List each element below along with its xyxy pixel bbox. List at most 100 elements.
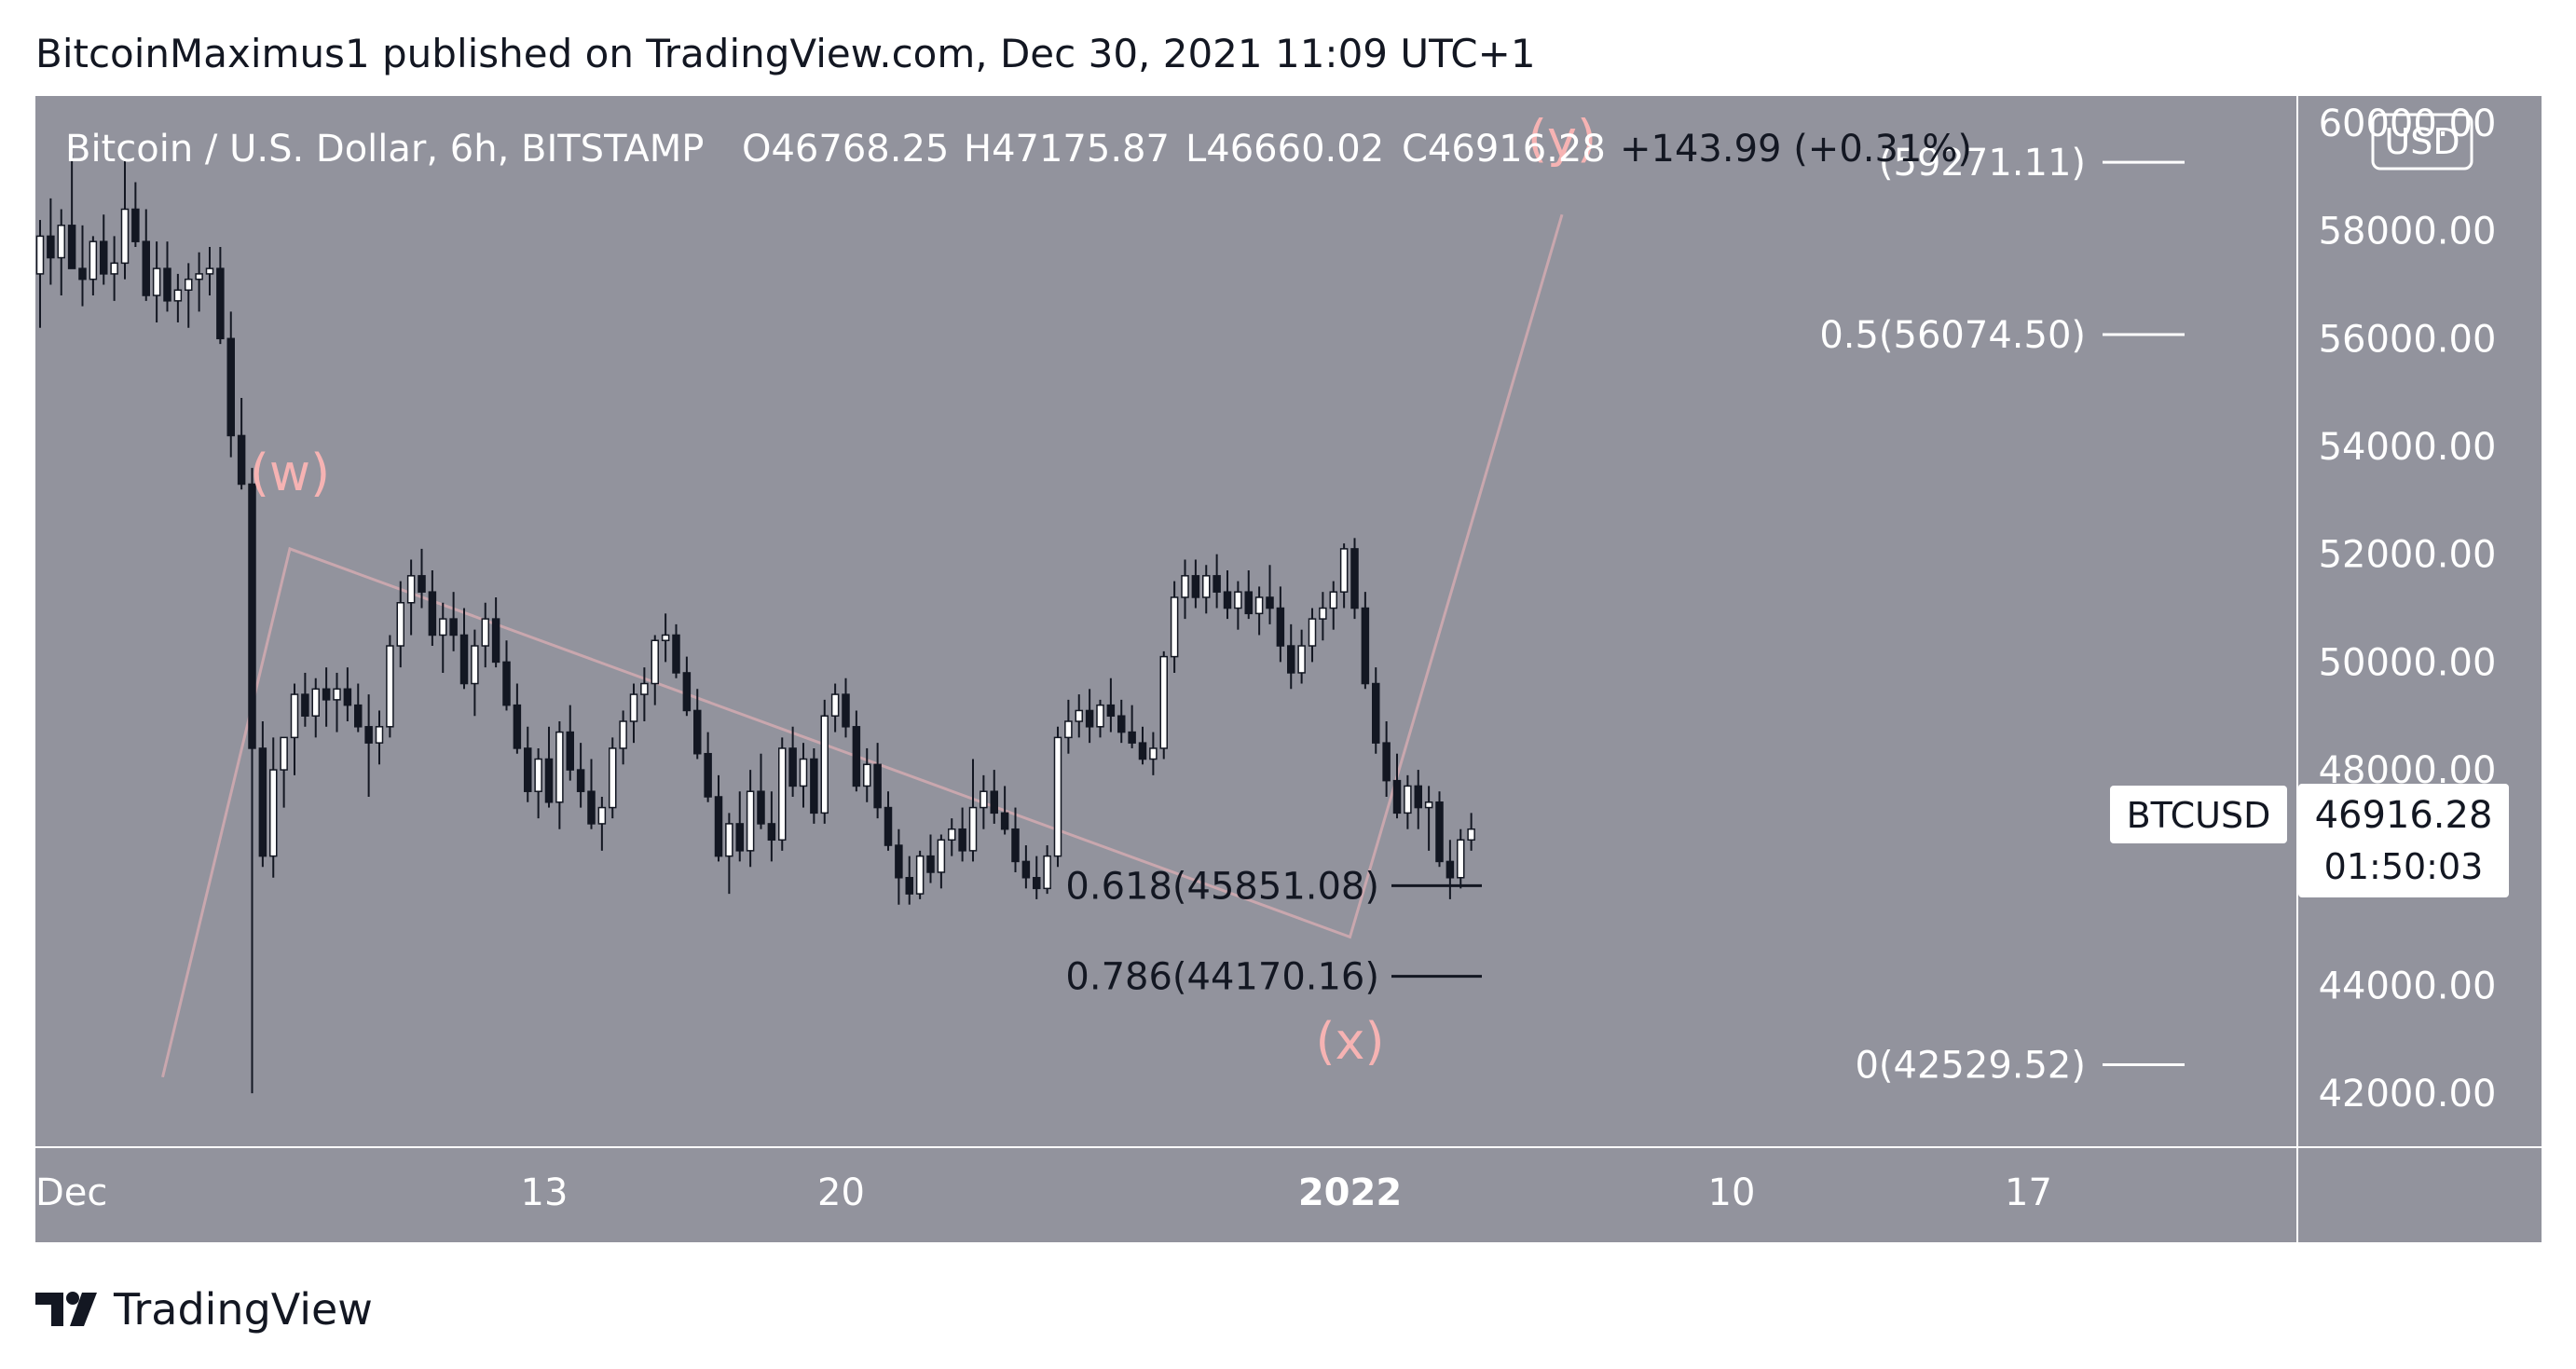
candle-body: [471, 645, 479, 685]
candle-up: [1075, 694, 1083, 738]
candle-up: [195, 252, 203, 312]
candle-body: [757, 790, 765, 825]
candle-body: [1266, 596, 1274, 609]
candle-body: [609, 747, 617, 809]
candle-down: [142, 209, 150, 301]
candle-body: [1213, 575, 1221, 593]
candle-body: [1033, 877, 1041, 890]
candle-down: [958, 807, 966, 862]
candle-up: [1339, 543, 1349, 609]
candle-down: [131, 182, 140, 247]
candle-up: [1424, 786, 1433, 851]
y-tick-label: 44000.00: [2319, 965, 2497, 1007]
candle-up: [1254, 586, 1264, 636]
candle-body: [1414, 785, 1422, 809]
candle-down: [1085, 689, 1094, 744]
candle-up: [290, 683, 299, 775]
wave-labels: (w) (x) (y): [250, 109, 1596, 1071]
candle-body: [258, 747, 267, 857]
currency-button[interactable]: USD: [2371, 113, 2473, 171]
x-tick-label: 2022: [1298, 1171, 1402, 1214]
y-tick-label: 50000.00: [2319, 641, 2497, 684]
candle-body: [428, 591, 437, 637]
candle-up: [746, 770, 755, 868]
candle-body: [1350, 548, 1359, 609]
candlestick-chart[interactable]: (59271.11) 0.5(56074.50) 0(42529.52) 0.618…: [35, 96, 2542, 1242]
candle-up: [555, 721, 564, 829]
candle-down: [1223, 570, 1232, 620]
candle-body: [714, 796, 723, 857]
candle-down: [354, 683, 363, 732]
candle-up: [968, 759, 978, 862]
candle-body: [1191, 575, 1200, 598]
elliott-wave-path: [161, 213, 1564, 1078]
candle-body: [1000, 812, 1009, 830]
candle-up: [1404, 774, 1412, 829]
candle-body: [544, 758, 554, 803]
candle-down: [163, 241, 171, 312]
candle-up: [1467, 813, 1475, 851]
candle-down: [502, 640, 511, 711]
candle-up: [269, 737, 278, 878]
candle-up: [725, 813, 733, 895]
candle-body: [185, 278, 193, 291]
chart-panel[interactable]: (59271.11) 0.5(56074.50) 0(42529.52) 0.618…: [35, 96, 2542, 1242]
candle-body: [1106, 704, 1116, 717]
candle-body: [788, 747, 797, 787]
candle-body: [89, 240, 98, 281]
fibonacci-levels: (59271.11) 0.5(56074.50) 0(42529.52): [1819, 142, 2185, 1088]
candle-up: [619, 710, 627, 765]
candle-down: [990, 770, 998, 824]
y-tick-label: 60000.00: [2319, 103, 2497, 145]
candle-body: [884, 806, 893, 846]
candle-body: [513, 704, 522, 749]
candle-up: [937, 834, 946, 889]
candle-down: [1446, 840, 1455, 899]
wave-label: (y): [1528, 109, 1596, 168]
price-axis[interactable]: 60000.00 58000.00 56000.00 54000.00 52000.00…: [2319, 103, 2497, 1116]
candle-down: [428, 570, 437, 647]
candle-up: [173, 273, 183, 322]
candle-body: [375, 726, 384, 744]
fib-ext-label: 0.618(45851.08): [1065, 865, 1379, 908]
candle-body: [491, 618, 500, 664]
candle-up: [915, 850, 925, 899]
tradingview-logo-icon: [35, 1292, 97, 1326]
legend-open: O46768.25: [742, 128, 949, 171]
candle-body: [269, 769, 278, 857]
candle-up: [406, 559, 416, 636]
last-price-label: 46916.28: [2315, 794, 2493, 837]
candle-up: [386, 635, 394, 738]
candle-up: [1308, 608, 1317, 663]
candle-up: [629, 683, 638, 744]
time-axis[interactable]: Dec 13 20 2022 10 17: [35, 1171, 2052, 1214]
candle-up: [1170, 581, 1179, 673]
candle-up: [661, 613, 670, 663]
candle-up: [1064, 699, 1073, 754]
candle-body: [142, 240, 150, 296]
candle-down: [672, 623, 680, 678]
x-tick-label: Dec: [35, 1171, 107, 1214]
candle-body: [57, 225, 65, 259]
candle-down: [1372, 667, 1380, 754]
candle-body: [566, 731, 574, 771]
candle-body: [1149, 747, 1158, 760]
candle-body: [78, 267, 87, 281]
candle-body: [926, 855, 935, 873]
candle-body: [1404, 785, 1412, 815]
candle-up: [120, 160, 130, 280]
candle-body: [110, 262, 118, 275]
candle-down: [237, 397, 246, 490]
candle-body: [418, 575, 426, 593]
candle-body: [958, 828, 966, 852]
candle-up: [830, 683, 840, 732]
candle-up: [396, 581, 404, 668]
candle-body: [895, 844, 903, 879]
candle-body: [1223, 591, 1232, 609]
candle-body: [67, 225, 76, 269]
candle-down: [100, 214, 108, 285]
candle-down: [524, 726, 532, 802]
candle-up: [1181, 559, 1189, 620]
candle-down: [1106, 678, 1116, 732]
candle-down: [735, 791, 744, 862]
